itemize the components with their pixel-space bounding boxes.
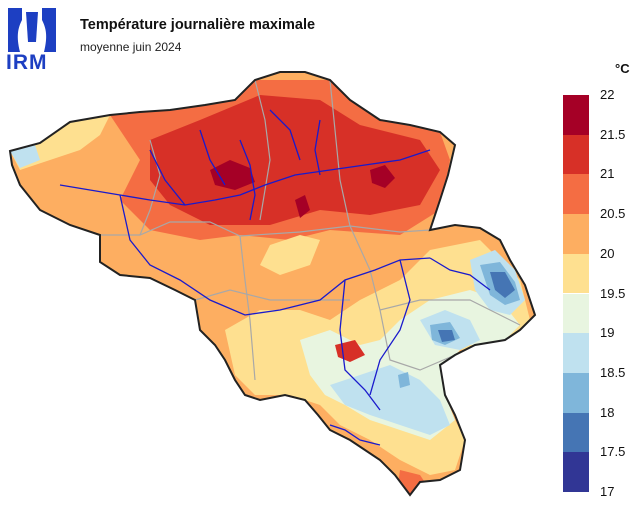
logo-text: IRM [6, 51, 48, 74]
legend-swatch [563, 452, 589, 492]
legend-unit: °C [615, 61, 630, 76]
map-canvas [9, 71, 536, 496]
legend-tick-label: 21 [600, 166, 615, 182]
legend-tick-label: 18.5 [600, 364, 626, 380]
province-borders [100, 79, 521, 381]
legend-swatch [563, 372, 589, 413]
legend-tick-label: 19 [600, 325, 615, 341]
legend-tick-label: 19.5 [600, 285, 626, 301]
legend-swatch [563, 333, 589, 373]
legend-tick-label: 20 [600, 245, 615, 261]
map-subtitle: moyenne juin 2024 [80, 40, 182, 54]
irm-logo [6, 6, 58, 72]
map-title: Température journalière maximale [80, 17, 316, 33]
legend-tick-label: 18 [600, 404, 615, 420]
legend-tick-label: 17 [600, 484, 615, 499]
legend-swatch [563, 412, 589, 453]
irm-logo-mark [8, 8, 56, 52]
color-legend: 22 21.5 21 20.5 20 19.5 19 18.5 18 17.5 … [563, 88, 640, 499]
legend-tick-label: 17.5 [600, 444, 626, 460]
legend-tick-label: 20.5 [600, 206, 626, 222]
legend-swatch [563, 253, 589, 294]
legend-swatch [563, 95, 589, 135]
belgium-temperature-map [0, 60, 560, 507]
legend-swatch [563, 174, 589, 215]
legend-swatch [563, 214, 589, 254]
legend-tick-label: 21.5 [600, 126, 626, 142]
legend-swatch [563, 134, 589, 175]
legend-swatch [563, 293, 589, 334]
temperature-field [10, 72, 535, 495]
legend-tick-label: 22 [600, 87, 615, 102]
rivers [59, 109, 491, 446]
